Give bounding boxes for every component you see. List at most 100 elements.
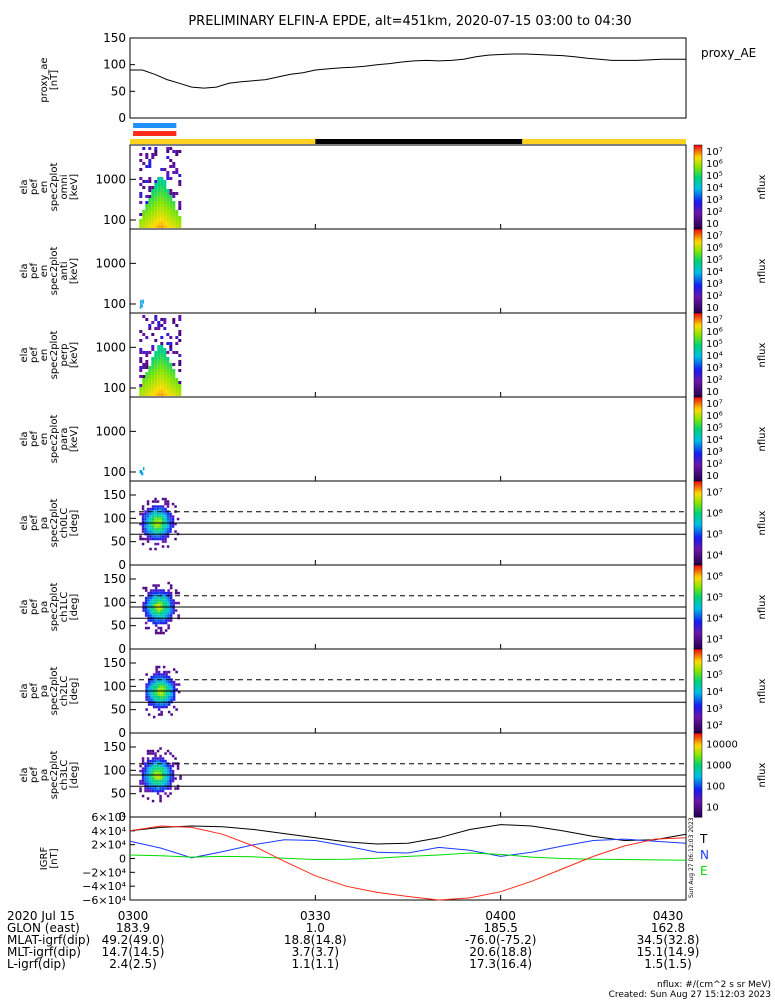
colorbar-segment — [694, 308, 702, 312]
spectrogram-0-ylabel-1: pef — [29, 179, 40, 196]
colorbar-segment — [694, 657, 702, 660]
spectrogram-cell — [178, 369, 182, 372]
spectrogram-cell — [147, 609, 150, 612]
spectrogram-cell — [157, 713, 161, 716]
spectrogram-cell — [157, 222, 161, 225]
spectrogram-ytick-label-0: 150 — [103, 488, 126, 502]
spectrogram-cell — [145, 207, 149, 210]
spectrogram-cell — [151, 225, 155, 228]
colorbar-tick-label-4: 10⁵ — [706, 171, 723, 182]
spectrogram-cell — [141, 520, 145, 523]
spectrogram-cell — [160, 336, 164, 339]
eclipse-segment-0 — [130, 139, 316, 144]
spectrogram-cell — [152, 604, 155, 607]
colorbar-segment — [694, 594, 702, 597]
spectrogram-cell — [172, 204, 176, 207]
spectrogram-cell — [147, 611, 150, 615]
spectrogram-cell — [154, 601, 158, 605]
colorbar-label: nflux — [757, 342, 768, 367]
spectrogram-cell — [161, 540, 165, 543]
spectrogram-cell — [151, 769, 155, 773]
spectrogram-cell — [159, 507, 162, 511]
spectrogram-cell — [146, 787, 150, 790]
colorbar-tick-label-0: 10³ — [706, 635, 723, 646]
spectrogram-cell — [159, 537, 162, 541]
spectrogram-cell — [169, 619, 173, 622]
spectrogram-cell — [161, 757, 165, 760]
colorbar-tick-label-2: 10³ — [706, 195, 723, 206]
spectrogram-cell — [157, 685, 161, 689]
colorbar-segment — [694, 733, 702, 736]
spectrogram-cell — [142, 378, 146, 381]
colorbar-segment — [694, 758, 702, 761]
spectrogram-cell — [164, 606, 168, 610]
igrf-frame — [129, 816, 687, 901]
spectrogram-cell — [142, 375, 146, 378]
indicator-bars — [133, 123, 177, 136]
colorbar-tick-label-5: 10⁶ — [706, 243, 723, 254]
spectrogram-cell — [156, 537, 160, 541]
colorbar-segment — [694, 726, 702, 730]
igrf-side-note: Sun Aug 27 06:12:03 2023 — [688, 817, 695, 898]
spectrogram-cell — [169, 375, 173, 378]
spectrogram-cell — [179, 774, 182, 778]
colorbar-tick-label-5: 10⁶ — [706, 411, 723, 422]
spectrogram-cell — [142, 586, 145, 590]
spectrogram-cell — [154, 500, 157, 503]
spectrogram-cell — [154, 757, 157, 760]
spectrogram-cell — [160, 222, 164, 225]
colorbar-segment — [694, 266, 702, 270]
colorbar-segment — [694, 646, 702, 650]
spectrogram-cell — [151, 759, 155, 763]
spectrogram-ytick-label-0: 1000 — [95, 340, 126, 354]
spectrogram-cell — [149, 601, 153, 605]
spectrogram-cell — [154, 604, 158, 607]
spectrogram-cell — [160, 348, 164, 351]
spectrogram-cell — [167, 589, 170, 592]
spectrogram-cell — [145, 381, 149, 384]
spectrogram-cell — [164, 787, 167, 790]
spectrogram-cell — [159, 512, 162, 516]
spectrogram-cell — [172, 606, 175, 610]
colorbar-segment — [694, 670, 702, 673]
spectrogram-cell — [146, 502, 150, 506]
spectrogram-cell — [157, 604, 160, 607]
spectrogram-cell — [164, 611, 168, 615]
spectrogram-cell — [151, 156, 155, 159]
spectrogram-cell — [151, 799, 155, 803]
spectrogram-cell — [152, 619, 155, 622]
spectrogram-cell — [156, 789, 160, 793]
colorbar-segment — [694, 611, 702, 614]
spectrogram-cell — [149, 522, 152, 526]
colorbar-segment — [694, 367, 702, 371]
spectrogram-cell — [142, 186, 146, 189]
colorbar-segment — [694, 573, 702, 576]
colorbar-segment — [694, 392, 702, 396]
spectrogram-cell — [149, 777, 152, 780]
colorbar-segment — [694, 359, 702, 362]
spectrogram-cell — [172, 387, 176, 390]
spectrogram-cell — [170, 713, 173, 716]
eclipse-segment-2 — [522, 139, 686, 144]
spectrogram-cell — [175, 171, 179, 174]
spectrogram-cell — [172, 192, 176, 195]
spectrogram-cell — [156, 792, 160, 795]
spectrogram-cell — [150, 685, 153, 689]
spectrogram-cell — [178, 381, 182, 384]
spectrogram-cell — [172, 165, 176, 168]
colorbar-segment — [694, 546, 702, 549]
spectrogram-cell — [159, 794, 162, 798]
spectrogram-cell — [155, 670, 158, 674]
spectrogram-cell — [151, 764, 155, 768]
spectrogram-cell — [148, 189, 152, 192]
spectrogram-cell — [155, 673, 158, 676]
spectrogram-ytick-label-3: 0 — [118, 810, 126, 824]
colorbar-segment — [694, 539, 702, 543]
spectrogram-cell — [169, 366, 173, 369]
spectrogram-cell — [164, 527, 167, 531]
colorbar-tick-label-3: 10⁴ — [706, 183, 723, 194]
spectrogram-cell — [144, 609, 148, 612]
spectrogram-cell — [145, 375, 149, 378]
spectrogram-cell — [174, 589, 178, 592]
